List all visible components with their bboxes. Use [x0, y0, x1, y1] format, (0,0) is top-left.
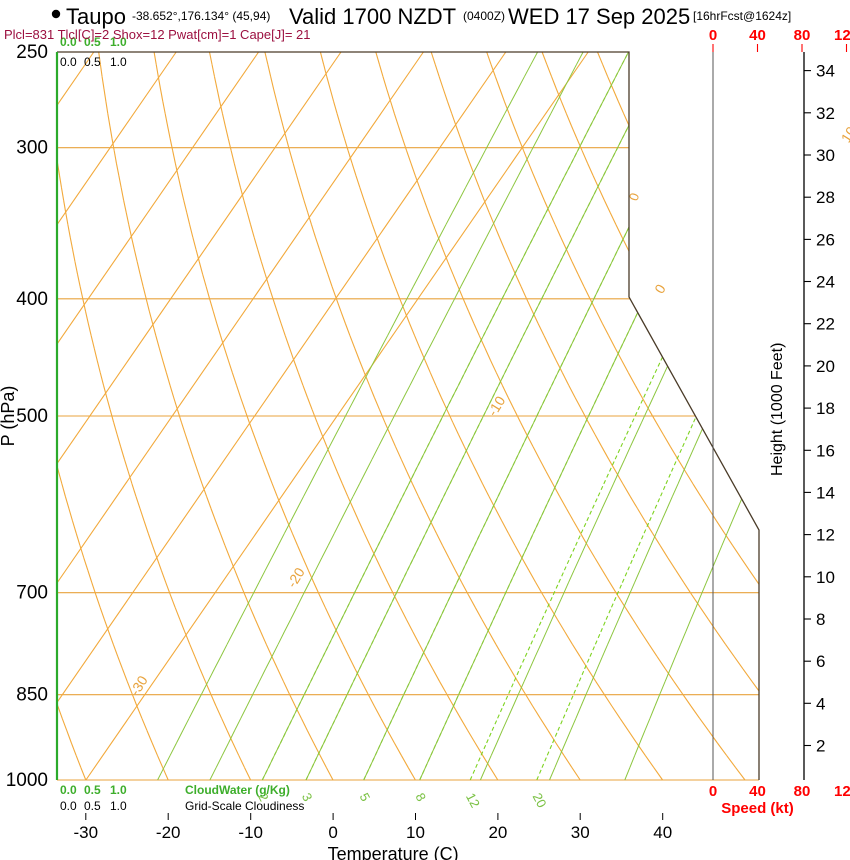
svg-text:400: 400: [16, 289, 48, 310]
svg-text:Plcl=831 Tlcl[C]=2 Shox=12 Pwa: Plcl=831 Tlcl[C]=2 Shox=12 Pwat[cm]=1 Ca…: [4, 27, 311, 42]
svg-text:30: 30: [571, 823, 590, 842]
svg-text:40: 40: [653, 823, 672, 842]
svg-text:80: 80: [794, 27, 811, 44]
svg-text:[16hrFcst@1624z]: [16hrFcst@1624z]: [693, 9, 791, 23]
svg-text:26: 26: [816, 230, 835, 249]
svg-text:-30: -30: [74, 823, 99, 842]
svg-text:6: 6: [816, 652, 825, 671]
svg-text:10: 10: [816, 568, 835, 587]
svg-text:1.0: 1.0: [110, 783, 127, 797]
svg-text:500: 500: [16, 406, 48, 427]
svg-text:(0400Z): (0400Z): [463, 9, 505, 23]
svg-text:850: 850: [16, 685, 48, 706]
svg-text:Height (1000 Feet): Height (1000 Feet): [769, 343, 786, 476]
svg-text:-10: -10: [238, 823, 263, 842]
svg-text:Taupo: Taupo: [66, 4, 126, 29]
svg-text:22: 22: [816, 315, 835, 334]
svg-text:1.0: 1.0: [110, 799, 127, 813]
svg-text:CloudWater (g/Kg): CloudWater (g/Kg): [185, 783, 290, 797]
svg-text:0.5: 0.5: [84, 799, 101, 813]
svg-text:0: 0: [709, 27, 717, 44]
svg-text:20: 20: [816, 357, 835, 376]
svg-text:14: 14: [816, 483, 835, 502]
svg-text:0: 0: [328, 823, 337, 842]
svg-text:0.5: 0.5: [84, 783, 101, 797]
svg-text:P (hPa): P (hPa): [0, 386, 18, 447]
svg-text:16: 16: [816, 441, 835, 460]
svg-text:8: 8: [816, 610, 825, 629]
svg-text:28: 28: [816, 188, 835, 207]
svg-text:80: 80: [794, 783, 811, 800]
svg-text:0.0: 0.0: [60, 799, 77, 813]
svg-text:1.0: 1.0: [110, 55, 127, 69]
svg-text:700: 700: [16, 583, 48, 604]
svg-text:32: 32: [816, 104, 835, 123]
svg-text:Valid 1700 NZDT: Valid 1700 NZDT: [289, 4, 456, 29]
svg-text:40: 40: [749, 783, 766, 800]
svg-text:24: 24: [816, 273, 835, 292]
svg-text:1000: 1000: [6, 770, 48, 791]
svg-text:Grid-Scale Cloudiness: Grid-Scale Cloudiness: [185, 799, 304, 813]
svg-text:300: 300: [16, 138, 48, 159]
svg-text:-38.652°,176.134° (45,94): -38.652°,176.134° (45,94): [132, 9, 270, 23]
svg-text:20: 20: [488, 823, 507, 842]
svg-text:30: 30: [816, 146, 835, 165]
svg-text:-20: -20: [156, 823, 181, 842]
svg-text:0.0: 0.0: [60, 783, 77, 797]
svg-text:0.5: 0.5: [84, 55, 101, 69]
svg-text:WED 17 Sep 2025: WED 17 Sep 2025: [508, 4, 690, 29]
svg-text:250: 250: [16, 42, 48, 63]
svg-text:34: 34: [816, 62, 835, 81]
svg-text:2: 2: [816, 737, 825, 756]
svg-text:10: 10: [406, 823, 425, 842]
svg-text:0.0: 0.0: [60, 55, 77, 69]
svg-text:0: 0: [709, 783, 717, 800]
svg-text:18: 18: [816, 399, 835, 418]
svg-text:Temperature (C): Temperature (C): [328, 844, 459, 860]
svg-text:4: 4: [816, 694, 825, 713]
svg-text:40: 40: [749, 27, 766, 44]
svg-text:120: 120: [834, 27, 850, 44]
svg-text:12: 12: [816, 526, 835, 545]
svg-text:Speed (kt): Speed (kt): [721, 800, 794, 817]
svg-text:120: 120: [834, 783, 850, 800]
